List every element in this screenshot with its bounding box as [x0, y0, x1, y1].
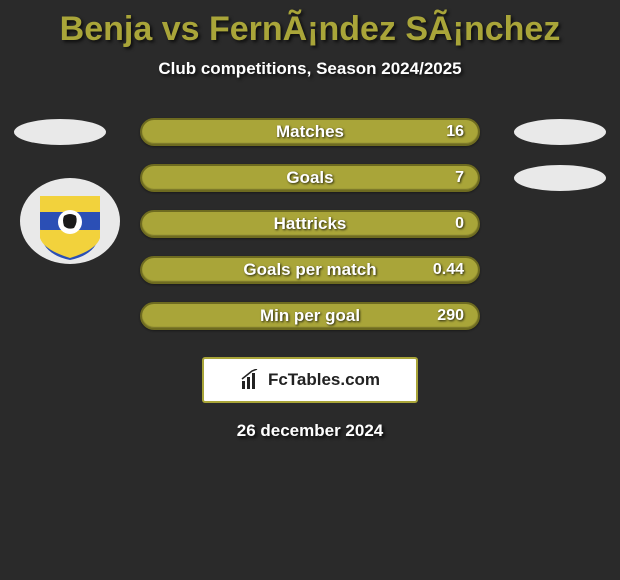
player-oval-left: [14, 119, 106, 145]
stat-row: Goals 7: [0, 155, 620, 201]
stat-row: Hattricks 0: [0, 201, 620, 247]
player-oval-right: [514, 165, 606, 191]
stat-row: Min per goal 290: [0, 293, 620, 339]
stat-bar: Matches 16: [140, 118, 480, 146]
stat-value: 16: [446, 123, 464, 141]
stat-bar: Goals per match 0.44: [140, 256, 480, 284]
player-oval-right: [514, 119, 606, 145]
date-label: 26 december 2024: [0, 421, 620, 441]
stat-bar: Goals 7: [140, 164, 480, 192]
infographic-container: Benja vs FernÃ¡ndez SÃ¡nchez Club compet…: [0, 0, 620, 580]
stat-value: 0.44: [433, 261, 464, 279]
brand-box[interactable]: FcTables.com: [202, 357, 418, 403]
brand-label: FcTables.com: [268, 370, 380, 390]
stat-label: Goals per match: [243, 260, 376, 280]
stat-row: Matches 16: [0, 109, 620, 155]
page-title: Benja vs FernÃ¡ndez SÃ¡nchez: [0, 10, 620, 49]
stat-row: Goals per match 0.44: [0, 247, 620, 293]
stat-label: Min per goal: [260, 306, 360, 326]
stat-value: 290: [437, 307, 464, 325]
stat-label: Hattricks: [274, 214, 347, 234]
stat-label: Goals: [286, 168, 333, 188]
bar-chart-icon: [240, 369, 262, 391]
stat-value: 0: [455, 215, 464, 233]
stat-bar: Hattricks 0: [140, 210, 480, 238]
stat-label: Matches: [276, 122, 344, 142]
stat-value: 7: [455, 169, 464, 187]
stat-bar: Min per goal 290: [140, 302, 480, 330]
subtitle: Club competitions, Season 2024/2025: [0, 59, 620, 79]
stat-rows: Matches 16 Goals 7 Hattricks 0 Goals per…: [0, 109, 620, 339]
